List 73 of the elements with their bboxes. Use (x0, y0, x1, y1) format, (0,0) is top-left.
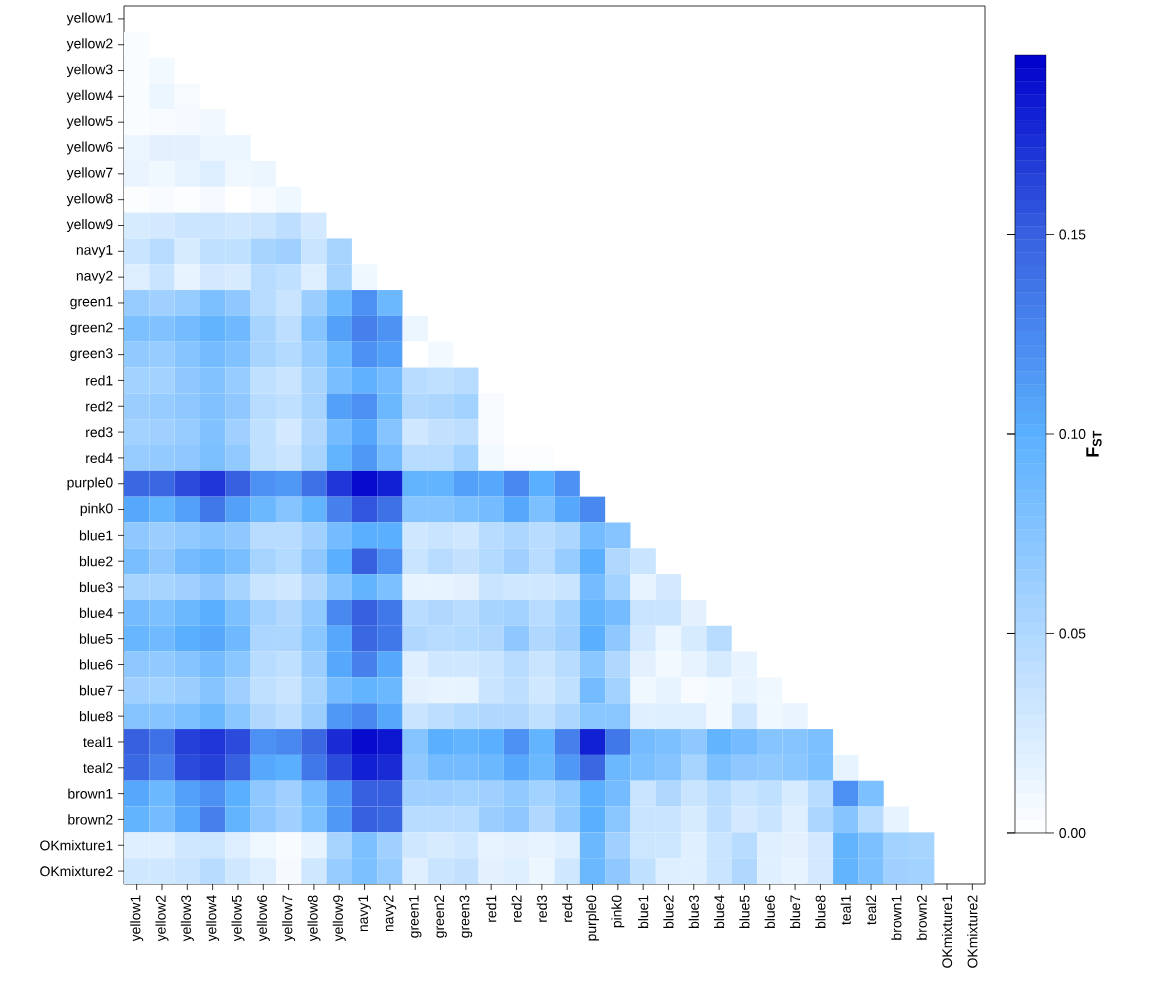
y-tick-label: brown1 (68, 788, 113, 799)
y-tick-label: OKmixture1 (40, 840, 113, 851)
y-tick-label: yellow9 (66, 218, 113, 232)
y-tick-label: pink0 (80, 503, 113, 517)
x-tick-label: OKmixture1 (941, 895, 953, 968)
y-tick-label: red4 (86, 452, 113, 464)
x-tick-label: pink0 (611, 895, 625, 928)
y-tick-label: teal2 (83, 762, 113, 773)
x-tick-label: red1 (486, 895, 497, 922)
x-tick-label: green1 (408, 895, 422, 938)
y-tick-label: yellow7 (66, 167, 113, 181)
y-tick-label: yellow4 (66, 89, 113, 103)
y-tick-label: yellow8 (66, 193, 113, 207)
x-tick-label: navy1 (358, 895, 371, 932)
x-tick-label: blue6 (764, 895, 775, 929)
x-tick-label: yellow1 (130, 895, 144, 942)
y-tick-label: blue6 (79, 659, 113, 670)
x-tick-label: green3 (459, 895, 473, 938)
x-tick-label: OKmixture2 (967, 895, 978, 968)
x-tick-label: blue3 (688, 895, 699, 929)
x-tick-label: yellow6 (256, 895, 270, 942)
x-tick-label: blue2 (663, 895, 674, 929)
x-tick-label: yellow2 (155, 895, 169, 942)
y-tick-label: blue2 (79, 556, 113, 567)
y-tick-label: navy1 (76, 245, 113, 258)
x-tick-label: green2 (434, 895, 447, 938)
x-tick-label: yellow7 (282, 895, 296, 942)
x-tick-label: yellow9 (332, 895, 346, 942)
y-tick-label: yellow6 (66, 141, 113, 155)
x-tick-label: yellow5 (231, 895, 245, 942)
x-tick-label: yellow4 (206, 895, 220, 942)
color-bar-label: 0.00 (1059, 828, 1086, 838)
y-tick-label: blue4 (79, 607, 113, 618)
x-tick-label: blue4 (713, 895, 725, 929)
x-tick-label: navy2 (383, 895, 397, 932)
y-tick-label: blue8 (79, 711, 113, 722)
x-tick-label: blue8 (815, 895, 826, 929)
y-tick-label: blue7 (79, 685, 113, 696)
y-tick-label: blue1 (79, 530, 113, 541)
x-tick-label: red3 (536, 895, 547, 922)
x-tick-label: blue7 (789, 895, 801, 929)
y-tick-label: green3 (70, 348, 113, 361)
x-tick-label: teal1 (840, 895, 851, 925)
y-tick-label: blue3 (79, 581, 113, 593)
y-tick-label: purple0 (67, 477, 113, 491)
x-tick-label: red2 (511, 895, 522, 922)
y-tick-label: yellow5 (66, 115, 113, 129)
x-tick-label: blue1 (638, 895, 649, 929)
x-tick-label: yellow3 (180, 895, 194, 942)
x-tick-label: brown2 (916, 895, 927, 940)
x-tick-label: yellow8 (307, 895, 321, 942)
y-tick-label: yellow2 (66, 38, 113, 52)
x-tick-label: red4 (562, 895, 573, 922)
color-bar-title: F$_{ST}$ (1086, 430, 1102, 457)
y-tick-label: OKmixture2 (40, 865, 113, 877)
y-tick-label: navy2 (76, 270, 113, 284)
y-tick-label: red3 (86, 426, 113, 438)
y-tick-label: yellow1 (66, 12, 113, 26)
y-tick-label: brown2 (68, 814, 113, 825)
y-tick-label: yellow3 (66, 64, 113, 78)
y-tick-label: green2 (70, 322, 113, 336)
y-tick-label: green1 (70, 296, 113, 310)
y-tick-label: blue5 (79, 633, 113, 644)
y-tick-label: red2 (86, 401, 113, 412)
y-tick-label: red1 (86, 375, 113, 386)
color-bar-label: 0.15 (1059, 229, 1086, 240)
x-tick-label: blue5 (739, 895, 750, 929)
x-tick-label: teal2 (865, 895, 877, 925)
y-tick-label: teal1 (83, 736, 113, 748)
color-bar-label: 0.10 (1059, 429, 1086, 439)
x-tick-label: brown1 (891, 895, 902, 940)
color-bar-label: 0.05 (1059, 628, 1086, 639)
x-tick-label: purple0 (585, 895, 599, 941)
